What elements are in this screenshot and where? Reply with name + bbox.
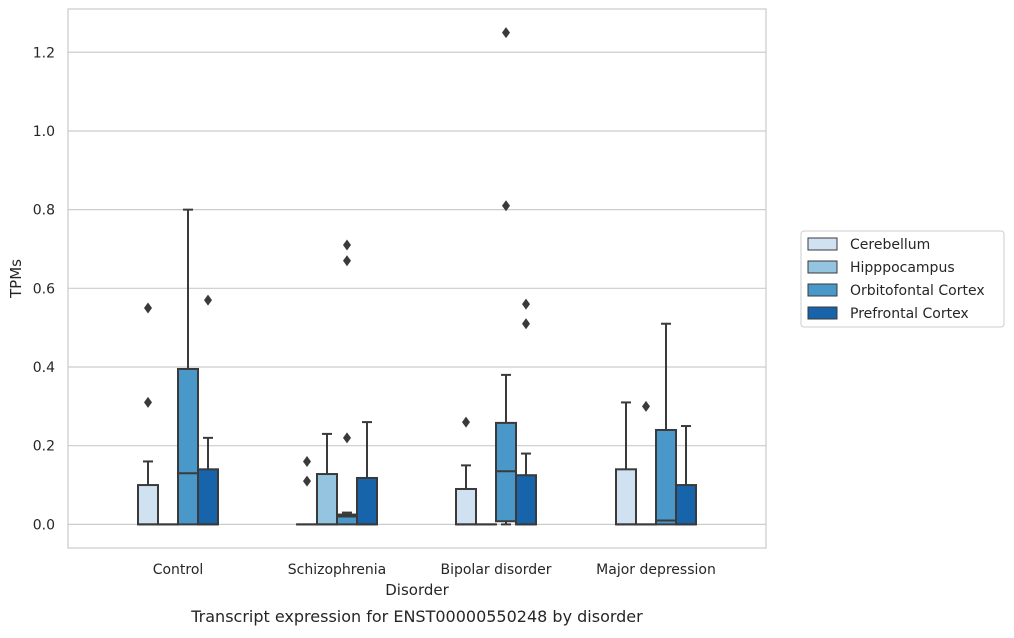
outlier-point bbox=[144, 397, 152, 408]
outlier-point bbox=[522, 299, 530, 310]
box-2-3 bbox=[656, 324, 676, 525]
outlier-point bbox=[642, 401, 650, 412]
box-3-3 bbox=[676, 426, 696, 524]
y-tick-label: 0.0 bbox=[33, 517, 55, 533]
y-tick-label: 0.4 bbox=[33, 360, 55, 376]
legend-swatch bbox=[808, 238, 837, 250]
outlier-point bbox=[522, 318, 530, 329]
outlier-point bbox=[204, 295, 212, 306]
box-3-1 bbox=[357, 422, 377, 524]
legend-swatch bbox=[808, 307, 837, 319]
outlier-point bbox=[144, 303, 152, 314]
legend-label: Orbitofontal Cortex bbox=[850, 283, 985, 299]
box-2-2 bbox=[496, 27, 516, 524]
box-iqr bbox=[656, 430, 676, 524]
legend-label: Prefrontal Cortex bbox=[850, 306, 969, 322]
y-axis-label: TPMs bbox=[7, 259, 25, 299]
box-layer bbox=[138, 27, 696, 524]
legend: Cerebellum Hipppocampus Orbitofontal Corte… bbox=[801, 231, 1004, 327]
y-axis-ticks: 0.0 0.2 0.4 0.6 0.8 1.0 1.2 bbox=[33, 45, 55, 533]
x-axis-label: Disorder bbox=[385, 581, 449, 599]
y-tick-label: 1.2 bbox=[33, 45, 55, 61]
box-iqr bbox=[317, 474, 337, 524]
box-iqr bbox=[357, 478, 377, 524]
x-tick-label: Bipolar disorder bbox=[440, 562, 551, 578]
legend-swatch bbox=[808, 261, 837, 273]
box-3-0 bbox=[198, 295, 218, 525]
outlier-point bbox=[343, 240, 351, 251]
box-iqr bbox=[178, 369, 198, 524]
box-iqr bbox=[616, 469, 636, 524]
legend-label: Hipppocampus bbox=[850, 260, 955, 276]
outlier-point bbox=[462, 417, 470, 428]
outlier-point bbox=[303, 456, 311, 467]
legend-swatch bbox=[808, 284, 837, 296]
y-tick-label: 0.6 bbox=[33, 281, 55, 297]
box-2-1 bbox=[337, 240, 357, 525]
box-0-2 bbox=[456, 417, 476, 525]
box-iqr bbox=[516, 475, 536, 524]
y-tick-label: 1.0 bbox=[33, 124, 55, 140]
box-1-3 bbox=[636, 401, 656, 525]
box-iqr bbox=[456, 489, 476, 524]
box-iqr bbox=[676, 485, 696, 524]
legend-label: Cerebellum bbox=[850, 237, 930, 253]
outlier-point bbox=[303, 476, 311, 487]
y-tick-label: 0.2 bbox=[33, 439, 55, 455]
y-tick-label: 0.8 bbox=[33, 203, 55, 219]
x-tick-label: Schizophrenia bbox=[288, 562, 386, 578]
x-tick-label: Major depression bbox=[596, 562, 716, 578]
box-0-1 bbox=[297, 456, 317, 524]
outlier-point bbox=[343, 432, 351, 443]
outlier-point bbox=[502, 27, 510, 38]
box-0-3 bbox=[616, 402, 636, 524]
box-0-0 bbox=[138, 303, 158, 525]
box-3-2 bbox=[516, 299, 536, 525]
outlier-point bbox=[343, 255, 351, 266]
x-tick-label: Control bbox=[153, 562, 204, 578]
box-iqr bbox=[198, 469, 218, 524]
box-iqr bbox=[138, 485, 158, 524]
x-axis-ticks: Control Schizophrenia Bipolar disorder Majo… bbox=[153, 562, 716, 578]
chart-caption: Transcript expression for ENST0000055024… bbox=[190, 607, 643, 626]
box-1-1 bbox=[317, 434, 337, 524]
